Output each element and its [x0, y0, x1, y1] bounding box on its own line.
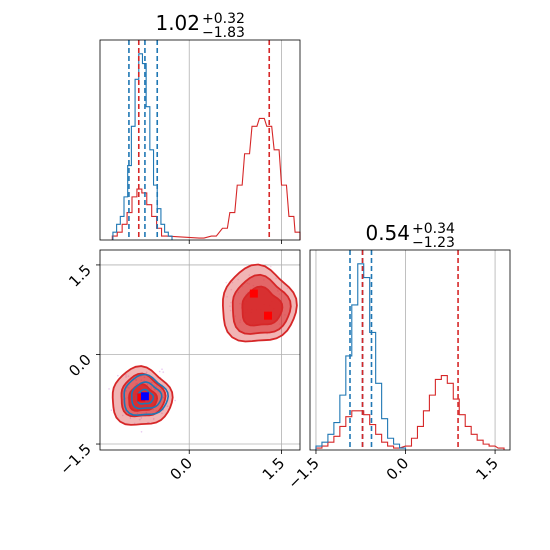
scatter-point: [269, 265, 272, 268]
marginal-param2-panel: [309, 249, 511, 454]
scatter-point: [140, 430, 143, 433]
contour-blue-mid: [131, 381, 163, 410]
x-tick-label: 1.5: [472, 454, 502, 484]
contour-blue-outer: [123, 373, 170, 417]
scatter-point: [161, 368, 163, 371]
scatter-point: [152, 418, 155, 420]
marker-red-square: [249, 289, 258, 298]
x-tick-label: −1.5: [284, 454, 322, 492]
hist-param1-red: [111, 117, 301, 240]
x-tick-label: 0.0: [383, 454, 413, 484]
y-tick-label: 0.0: [65, 351, 95, 381]
hist-param1-blue: [112, 53, 173, 240]
hist-param2-red: [315, 374, 505, 450]
title-param2-value: 0.54: [365, 221, 410, 245]
scatter-point: [286, 287, 289, 290]
scatter-point: [127, 375, 130, 377]
scatter-point: [129, 417, 132, 419]
scatter-point: [275, 277, 277, 280]
marker-blue-square: [140, 392, 149, 401]
scatter-point: [125, 374, 127, 376]
scatter-point: [225, 281, 228, 284]
scatter-point: [158, 370, 161, 373]
title-param1-upper: +0.32: [202, 11, 245, 27]
title-param1-lower: −1.83: [202, 25, 245, 41]
title-param2-lower: −1.23: [412, 235, 455, 251]
scatter-point: [125, 376, 127, 378]
scatter-point: [108, 388, 110, 390]
scatter-point: [162, 371, 165, 373]
scatter-point: [117, 374, 119, 377]
scatter-point: [174, 399, 176, 402]
scatter-point: [230, 288, 233, 291]
scatter-point: [139, 418, 141, 421]
scatter-point: [248, 274, 251, 276]
title-param1-value: 1.02: [155, 11, 200, 35]
scatter-point: [166, 405, 169, 407]
title-param2-upper: +0.34: [412, 221, 455, 237]
scatter-point: [161, 412, 163, 415]
marginal-param1-panel: [99, 39, 301, 244]
scatter-point: [226, 295, 228, 298]
x-tick-label: 0.0: [166, 454, 196, 484]
scatter-point: [140, 417, 143, 419]
joint-2d-frame: [99, 249, 301, 451]
scatter-point: [110, 409, 113, 411]
marker-red-square: [264, 311, 272, 320]
y-tick-label: 1.5: [65, 261, 95, 291]
scatter-point: [230, 301, 232, 304]
marginal-param2-frame: [309, 249, 511, 451]
title-param1: 1.02 +0.32 −1.83: [155, 11, 244, 41]
joint-2d-panel: [96, 249, 301, 454]
scatter-point: [237, 278, 239, 281]
scatter-point: [121, 414, 124, 417]
scatter-point: [231, 281, 234, 284]
hist-param2-blue: [315, 263, 407, 450]
scatter-point: [229, 309, 232, 312]
title-param2: 0.54 +0.34 −1.23: [365, 221, 455, 251]
y-tick-label: −1.5: [56, 440, 94, 478]
scatter-point: [145, 371, 148, 374]
scatter-point: [229, 305, 231, 307]
marginal-param1-frame: [99, 39, 301, 241]
